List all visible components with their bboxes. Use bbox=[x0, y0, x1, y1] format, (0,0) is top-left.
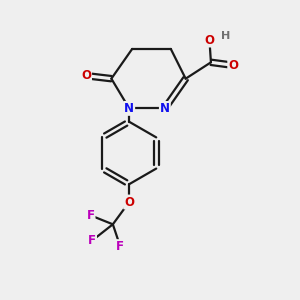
Text: N: N bbox=[124, 102, 134, 115]
Text: O: O bbox=[204, 34, 214, 46]
Text: N: N bbox=[160, 102, 170, 115]
Text: F: F bbox=[87, 209, 94, 222]
Text: O: O bbox=[81, 69, 91, 82]
Text: O: O bbox=[228, 59, 238, 72]
Text: O: O bbox=[124, 196, 134, 208]
Text: F: F bbox=[88, 234, 96, 247]
Text: H: H bbox=[221, 31, 230, 40]
Text: F: F bbox=[116, 240, 124, 253]
